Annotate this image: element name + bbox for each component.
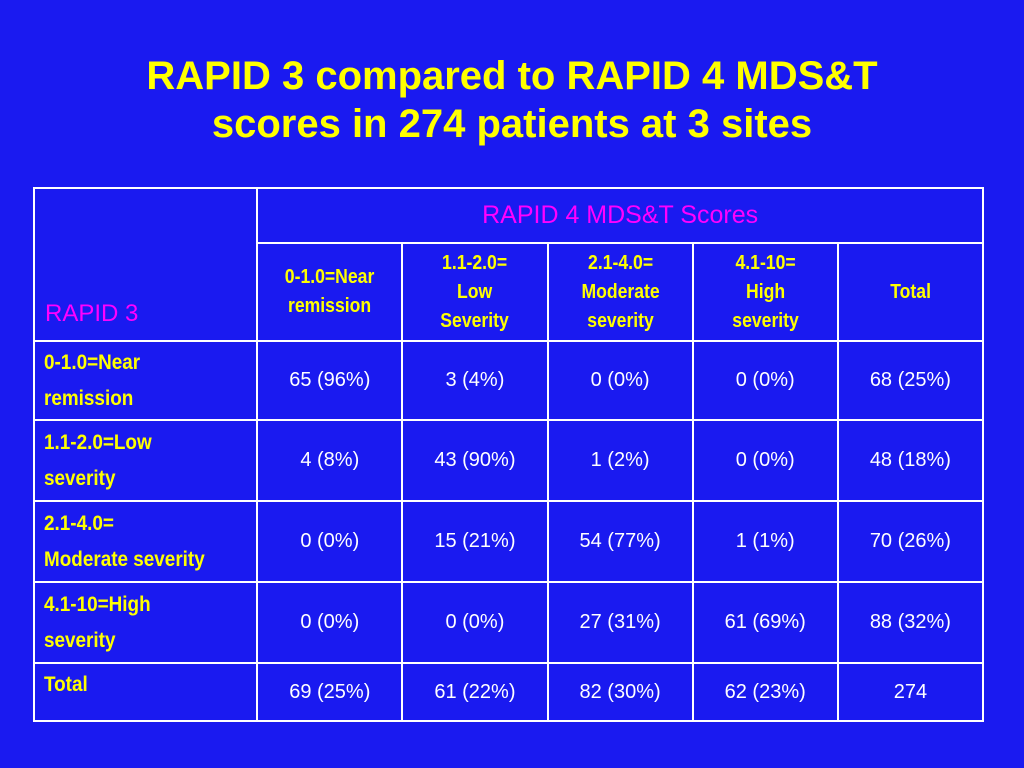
- column-header: 0-1.0=Near remission: [265, 242, 395, 342]
- group-header: RAPID 4 MDS&T Scores: [256, 187, 984, 244]
- table-cell: 61 (69%): [691, 581, 839, 664]
- table-cell: 274: [836, 662, 985, 722]
- table-cell: 43 (90%): [401, 419, 549, 502]
- table-cell: 62 (23%): [691, 662, 839, 722]
- column-header-line: 1.1-2.0=: [442, 251, 508, 274]
- corner-label: RAPID 3: [45, 300, 139, 327]
- table-row: 1.1-2.0=Low severity 4 (8%) 43 (90%) 1 (2…: [32, 419, 985, 502]
- table-cell: 0 (0%): [256, 581, 404, 664]
- table-cell: 15 (21%): [401, 500, 549, 583]
- column-header: Total: [845, 242, 976, 342]
- row-header: Total: [32, 662, 259, 722]
- row-header-line: remission: [44, 386, 134, 410]
- corner-cell: RAPID 3: [32, 187, 259, 342]
- row-header: 4.1-10=High severity: [32, 581, 259, 664]
- column-header: 4.1-10= High severity: [700, 242, 830, 342]
- column-header-line: severity: [586, 309, 654, 332]
- row-header: 2.1-4.0= Moderate severity: [32, 500, 259, 583]
- table-cell: 0 (0%): [401, 581, 549, 664]
- column-header: 1.1-2.0= Low Severity: [410, 242, 540, 342]
- table-cell: 3 (4%): [401, 340, 549, 421]
- title-line-2: scores in 274 patients at 3 sites: [211, 102, 813, 146]
- slide-title: RAPID 3 compared to RAPID 4 MDS&T scores…: [0, 52, 1024, 148]
- table-cell: 65 (96%): [256, 340, 404, 421]
- table-cell: 1 (1%): [691, 500, 839, 583]
- row-header-line: 4.1-10=High: [44, 592, 151, 616]
- table-cell: 4 (8%): [256, 419, 404, 502]
- row-header: 0-1.0=Near remission: [32, 340, 259, 421]
- total-row: Total 69 (25%) 61 (22%) 82 (30%) 62 (23%…: [32, 662, 985, 722]
- column-header-line: 0-1.0=Near: [285, 266, 375, 288]
- row-header-line: 1.1-2.0=Low: [44, 430, 152, 454]
- column-header-line: Low: [457, 280, 493, 303]
- row-header-line: Moderate severity: [44, 547, 205, 571]
- column-header: 2.1-4.0= Moderate severity: [555, 242, 685, 342]
- table-cell: 69 (25%): [256, 662, 404, 722]
- table-cell: 0 (0%): [546, 340, 694, 421]
- comparison-table: RAPID 3 RAPID 4 MDS&T Scores 0-1.0=Near …: [32, 187, 985, 722]
- table-cell: 88 (32%): [836, 581, 985, 664]
- row-header-line: 0-1.0=Near: [44, 350, 141, 374]
- table-cell: 48 (18%): [836, 419, 985, 502]
- column-header-line: Moderate: [580, 280, 660, 303]
- column-header-line: 2.1-4.0=: [587, 251, 653, 274]
- table-cell: 54 (77%): [546, 500, 694, 583]
- column-header-line: severity: [731, 309, 799, 332]
- table-cell: 68 (25%): [836, 340, 985, 421]
- column-header-line: remission: [288, 295, 372, 317]
- column-header-line: Severity: [440, 309, 510, 332]
- column-header-line: High: [745, 280, 785, 303]
- table-row: 4.1-10=High severity 0 (0%) 0 (0%) 27 (31…: [32, 581, 985, 664]
- table-cell: 61 (22%): [401, 662, 549, 722]
- table-cell: 70 (26%): [836, 500, 985, 583]
- table-cell: 27 (31%): [546, 581, 694, 664]
- group-header-row: RAPID 3 RAPID 4 MDS&T Scores: [32, 187, 984, 342]
- row-header: 1.1-2.0=Low severity: [32, 419, 259, 502]
- row-header-line: severity: [44, 466, 116, 490]
- column-header-line: Total: [890, 280, 931, 303]
- row-header-line: severity: [44, 628, 116, 652]
- column-header-line: 4.1-10=: [735, 251, 796, 274]
- table-cell: 0 (0%): [691, 340, 839, 421]
- row-header-line: Total: [44, 673, 88, 696]
- table-row: 0-1.0=Near remission 65 (96%) 3 (4%) 0 (0…: [32, 340, 985, 421]
- title-line-1: RAPID 3 compared to RAPID 4 MDS&T: [146, 54, 878, 98]
- table-cell: 1 (2%): [546, 419, 694, 502]
- row-header-line: 2.1-4.0=: [44, 511, 114, 535]
- table-cell: 0 (0%): [256, 500, 404, 583]
- column-header-row: 0-1.0=Near remission 1.1-2.0= Low Severi…: [34, 242, 983, 342]
- table-row: 2.1-4.0= Moderate severity 0 (0%) 15 (21%…: [32, 500, 985, 583]
- table-cell: 0 (0%): [691, 419, 839, 502]
- table-cell: 82 (30%): [546, 662, 694, 722]
